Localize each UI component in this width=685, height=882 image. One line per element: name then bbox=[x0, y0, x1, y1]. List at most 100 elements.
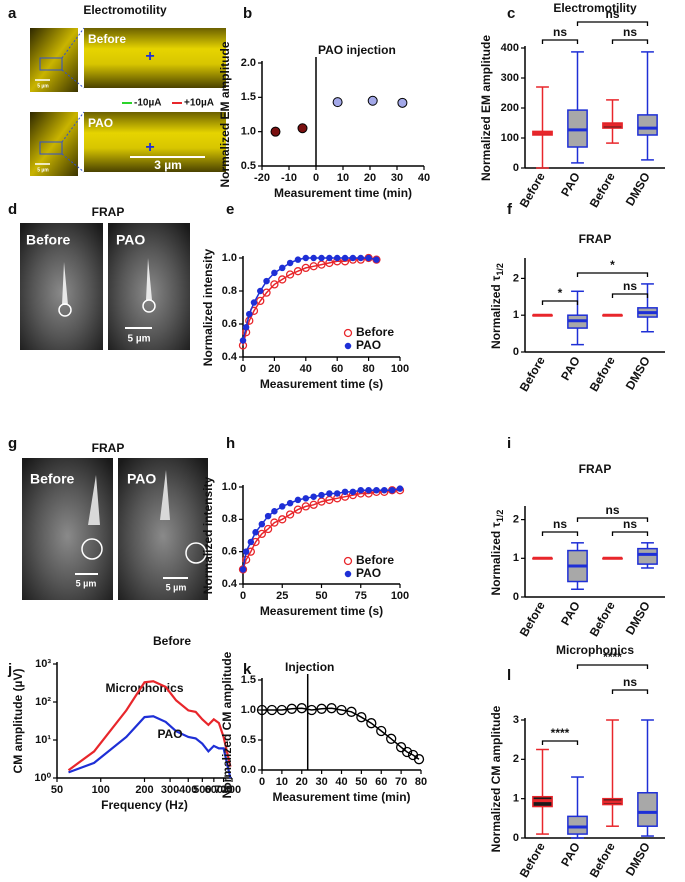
point bbox=[333, 490, 341, 497]
significance-label: **** bbox=[603, 650, 622, 664]
image-label: Before bbox=[88, 32, 126, 46]
significance-bracket bbox=[611, 39, 649, 44]
point bbox=[326, 254, 333, 262]
x-tick-label: DMSO bbox=[623, 354, 653, 392]
x-tick-label: 40 bbox=[300, 363, 312, 375]
x-tick-label: Before bbox=[517, 599, 548, 639]
y-tick-label: 1 bbox=[513, 793, 519, 805]
point bbox=[386, 733, 397, 744]
significance-label: ns bbox=[623, 25, 637, 39]
scale-label: 5 µm bbox=[166, 582, 187, 592]
point bbox=[294, 496, 302, 504]
chart-title: Microphonics bbox=[556, 643, 634, 657]
y-axis-label-text: CM amplitude (µV) bbox=[11, 669, 25, 774]
x-tick-label: Before bbox=[587, 599, 618, 639]
significance-label: * bbox=[610, 258, 615, 272]
micrograph bbox=[22, 458, 113, 600]
x-tick-label: Before bbox=[587, 170, 618, 210]
bleach-roi bbox=[185, 542, 207, 564]
point bbox=[294, 256, 302, 263]
point bbox=[326, 703, 337, 714]
point bbox=[318, 254, 325, 262]
x-tick-label: 30 bbox=[391, 172, 403, 184]
y-tick-label: 2 bbox=[513, 514, 519, 526]
image-label: Before bbox=[30, 471, 75, 487]
point bbox=[258, 520, 266, 528]
x-tick-label: Before bbox=[517, 840, 548, 880]
panel-d-images: FRAP Before PAO 5 µm bbox=[20, 205, 190, 350]
x-tick-label: 10 bbox=[337, 172, 349, 184]
point bbox=[336, 704, 347, 716]
x-tick-label: PAO bbox=[558, 599, 583, 628]
zoom-guide bbox=[61, 69, 85, 89]
x-tick-label: 20 bbox=[296, 776, 308, 788]
bleach-roi bbox=[81, 538, 103, 560]
y-axis-label: Normalized intensity bbox=[201, 248, 215, 366]
chart-title: FRAP bbox=[579, 462, 612, 476]
x-axis-label: Frequency (Hz) bbox=[101, 798, 188, 812]
point bbox=[250, 299, 258, 306]
point bbox=[286, 703, 297, 714]
x-tick-label: 40 bbox=[335, 776, 347, 788]
y-axis-label-text: Normalized τ bbox=[489, 521, 503, 595]
micrograph-zoom bbox=[84, 28, 226, 88]
point bbox=[309, 262, 318, 271]
y-axis-label: Normalized τ1/2 bbox=[489, 263, 505, 349]
image-label: PAO bbox=[88, 116, 113, 130]
point bbox=[278, 264, 286, 272]
point bbox=[413, 754, 425, 765]
bleach-roi bbox=[58, 303, 72, 317]
chart-title: FRAP bbox=[579, 232, 612, 246]
point bbox=[302, 495, 310, 502]
significance-label: ns bbox=[605, 7, 619, 21]
image-label: Before bbox=[26, 232, 71, 248]
scale-label: 5 µm bbox=[37, 83, 49, 89]
point bbox=[373, 256, 380, 263]
y-axis-label: Normalized CM amplitude bbox=[220, 651, 234, 798]
y-tick-label: 10³ bbox=[35, 658, 51, 670]
x-tick-label: 60 bbox=[331, 363, 343, 375]
y-tick-label: 3 bbox=[513, 714, 519, 726]
panel-letter: c bbox=[507, 5, 515, 22]
point bbox=[239, 337, 247, 344]
significance-bracket bbox=[576, 664, 649, 669]
point bbox=[297, 123, 308, 134]
series-line bbox=[67, 680, 232, 772]
x-tick-label: 60 bbox=[375, 776, 387, 788]
point bbox=[271, 507, 278, 515]
legend-label: Before bbox=[356, 553, 394, 567]
x-tick-label: Before bbox=[587, 840, 618, 880]
legend-label: Before bbox=[356, 325, 394, 339]
x-tick-label: Before bbox=[517, 354, 548, 394]
point bbox=[367, 95, 378, 106]
y-tick-label: 0 bbox=[513, 162, 519, 174]
image-title: FRAP bbox=[92, 205, 125, 219]
point bbox=[310, 493, 317, 500]
y-tick-label: 100 bbox=[501, 132, 519, 144]
box bbox=[637, 792, 658, 827]
point bbox=[356, 712, 367, 723]
x-tick-label: DMSO bbox=[623, 840, 653, 878]
significance-label: ns bbox=[623, 279, 637, 293]
point bbox=[365, 254, 372, 262]
x-tick-label: PAO bbox=[558, 840, 583, 869]
x-tick-label: 50 bbox=[355, 776, 367, 788]
panel-letter: g bbox=[8, 435, 17, 452]
legend-label: +10µA bbox=[184, 98, 214, 109]
chart-title: Microphonics bbox=[105, 681, 183, 695]
y-axis-label: Normalized EM amplitude bbox=[218, 41, 232, 187]
point bbox=[365, 486, 372, 494]
micrograph bbox=[20, 223, 103, 350]
y-tick-label: 10¹ bbox=[35, 734, 51, 746]
y-tick-label: 10⁰ bbox=[34, 772, 51, 784]
point bbox=[301, 502, 310, 511]
annotation: PAO injection bbox=[318, 43, 396, 57]
point bbox=[252, 529, 259, 536]
cross-marker: + bbox=[145, 139, 154, 156]
bleach-roi bbox=[142, 299, 156, 313]
point bbox=[349, 254, 357, 262]
y-axis-label: Normalized intensity bbox=[201, 476, 215, 594]
panel-letter: d bbox=[8, 201, 17, 218]
x-tick-label: -20 bbox=[254, 172, 270, 184]
x-axis-label: Measurement time (s) bbox=[260, 604, 383, 618]
